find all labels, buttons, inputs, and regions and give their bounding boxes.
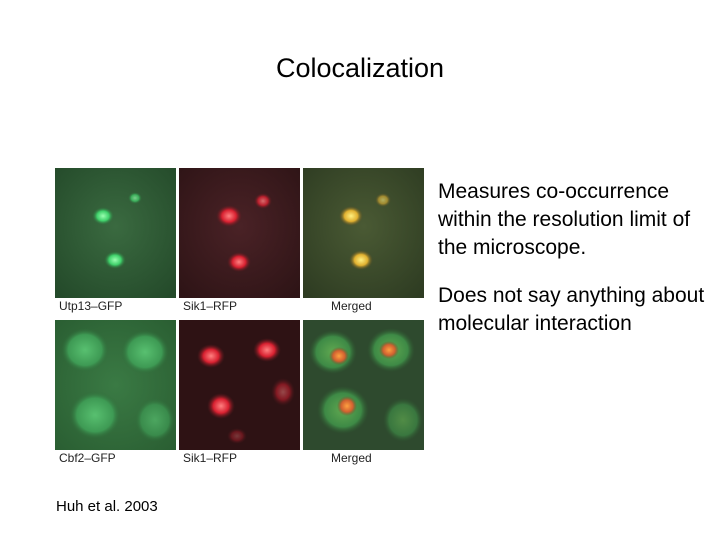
- caption-merged-1: Merged: [331, 299, 372, 313]
- slide-title: Colocalization: [275, 53, 445, 83]
- caption-utp13-gfp: Utp13–GFP: [59, 299, 123, 313]
- sik1-rfp-panel-2: [179, 320, 300, 450]
- utp13-gfp-panel: [55, 168, 176, 298]
- citation: Huh et al. 2003: [56, 498, 158, 515]
- caption-cbf2-gfp: Cbf2–GFP: [59, 451, 116, 465]
- bullet-list: Measures co-occurrence within the resolu…: [438, 178, 718, 358]
- cbf2-gfp-panel: [55, 320, 176, 450]
- caption-merged-2: Merged: [331, 451, 372, 465]
- merged-panel-2: [303, 320, 424, 450]
- microscopy-figure: Utp13–GFP Sik1–RFP Merged: [55, 168, 425, 470]
- caption-sik1-rfp-1: Sik1–RFP: [183, 299, 238, 313]
- sik1-rfp-panel-1: [179, 168, 300, 298]
- bullet-item: Does not say anything about molecular in…: [438, 284, 705, 335]
- caption-sik1-rfp-2: Sik1–RFP: [183, 451, 238, 465]
- merged-panel-1: [303, 168, 424, 298]
- bullet-item: Measures co-occurrence within the resolu…: [438, 180, 691, 259]
